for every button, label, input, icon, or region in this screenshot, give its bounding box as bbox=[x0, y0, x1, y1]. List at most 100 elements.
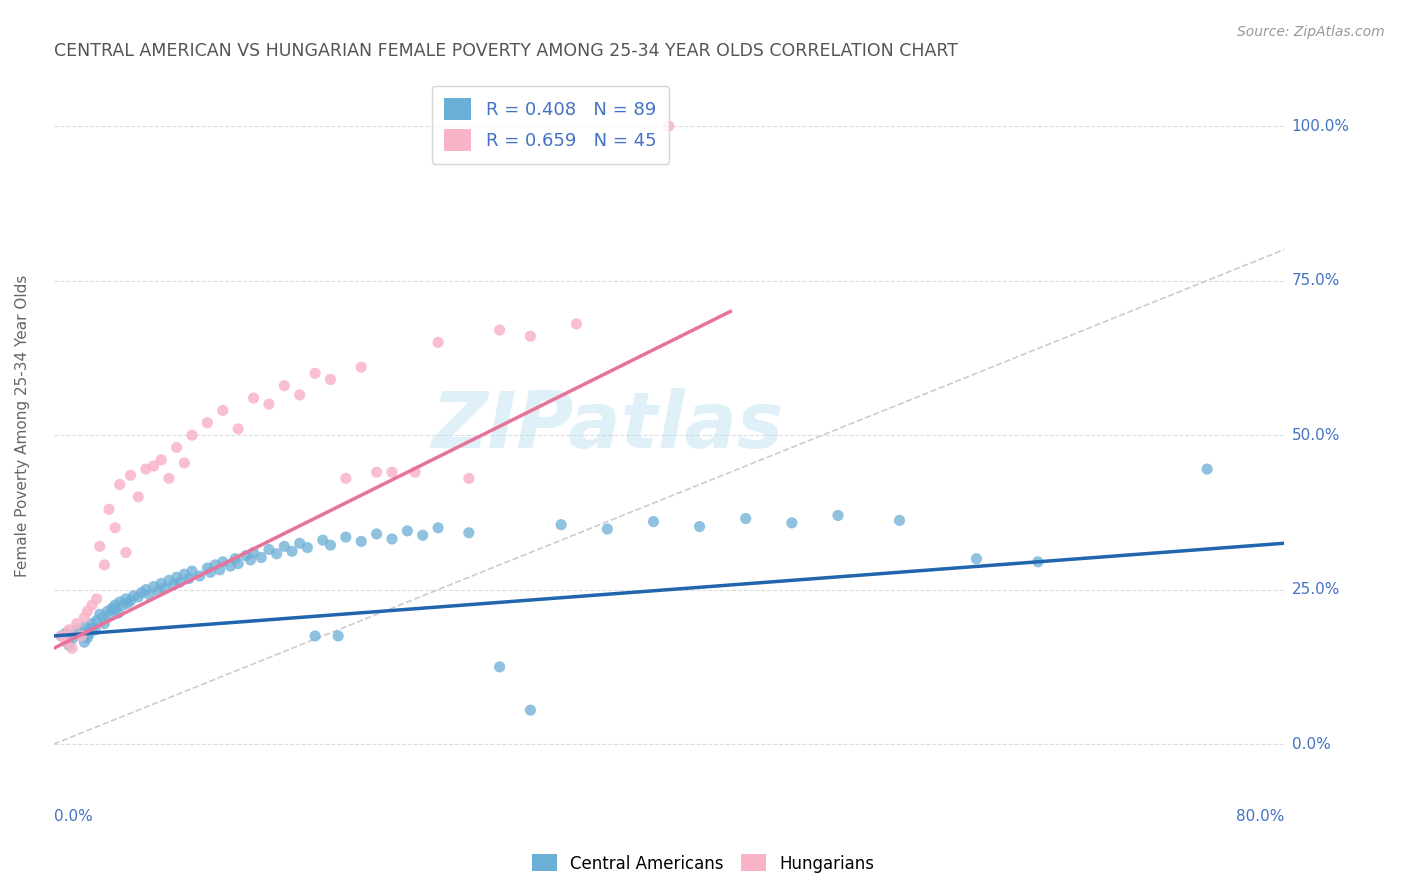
Point bbox=[412, 528, 434, 542]
Text: 75.0%: 75.0% bbox=[1292, 273, 1340, 288]
Point bbox=[457, 525, 479, 540]
Point bbox=[77, 627, 100, 641]
Point bbox=[643, 515, 665, 529]
Point bbox=[51, 629, 73, 643]
Point bbox=[135, 462, 157, 476]
Point bbox=[288, 536, 311, 550]
Text: Source: ZipAtlas.com: Source: ZipAtlas.com bbox=[1237, 25, 1385, 39]
Point bbox=[104, 521, 127, 535]
Point bbox=[335, 471, 357, 485]
Point bbox=[104, 598, 127, 612]
Point bbox=[427, 335, 450, 350]
Point bbox=[66, 623, 89, 637]
Point bbox=[780, 516, 803, 530]
Point bbox=[55, 635, 77, 649]
Point bbox=[86, 614, 108, 628]
Point bbox=[1197, 462, 1219, 476]
Point bbox=[200, 566, 222, 580]
Point bbox=[166, 570, 188, 584]
Point bbox=[211, 403, 233, 417]
Point bbox=[127, 590, 149, 604]
Point bbox=[173, 456, 195, 470]
Point bbox=[93, 616, 115, 631]
Point bbox=[197, 561, 219, 575]
Point bbox=[76, 631, 98, 645]
Point bbox=[166, 441, 188, 455]
Point bbox=[366, 527, 388, 541]
Text: 0.0%: 0.0% bbox=[1292, 737, 1330, 752]
Text: 50.0%: 50.0% bbox=[1292, 427, 1340, 442]
Text: CENTRAL AMERICAN VS HUNGARIAN FEMALE POVERTY AMONG 25-34 YEAR OLDS CORRELATION C: CENTRAL AMERICAN VS HUNGARIAN FEMALE POV… bbox=[53, 42, 957, 60]
Point bbox=[60, 641, 83, 656]
Point bbox=[219, 559, 242, 574]
Text: ZIPatlas: ZIPatlas bbox=[432, 388, 783, 464]
Point bbox=[73, 635, 96, 649]
Point bbox=[142, 580, 165, 594]
Point bbox=[273, 540, 295, 554]
Point bbox=[80, 621, 103, 635]
Point bbox=[519, 329, 541, 343]
Text: 100.0%: 100.0% bbox=[1292, 119, 1350, 134]
Point bbox=[162, 577, 184, 591]
Point bbox=[304, 366, 326, 380]
Point bbox=[129, 585, 152, 599]
Text: 0.0%: 0.0% bbox=[53, 809, 93, 824]
Point bbox=[350, 534, 373, 549]
Point bbox=[565, 317, 588, 331]
Point bbox=[257, 397, 280, 411]
Point bbox=[596, 522, 619, 536]
Point bbox=[658, 119, 681, 133]
Point bbox=[350, 360, 373, 375]
Legend: R = 0.408   N = 89, R = 0.659   N = 45: R = 0.408 N = 89, R = 0.659 N = 45 bbox=[432, 86, 669, 164]
Point bbox=[58, 638, 80, 652]
Point bbox=[127, 490, 149, 504]
Point bbox=[366, 465, 388, 479]
Point bbox=[312, 533, 335, 548]
Point bbox=[319, 372, 342, 386]
Point bbox=[66, 616, 89, 631]
Point bbox=[51, 629, 73, 643]
Point bbox=[250, 550, 273, 565]
Point bbox=[142, 458, 165, 473]
Point bbox=[108, 477, 131, 491]
Point bbox=[689, 519, 711, 533]
Point bbox=[404, 465, 426, 479]
Point bbox=[381, 532, 404, 546]
Point bbox=[60, 632, 83, 646]
Point bbox=[157, 471, 180, 485]
Point bbox=[488, 660, 510, 674]
Point bbox=[224, 551, 246, 566]
Point bbox=[427, 521, 450, 535]
Point bbox=[235, 549, 257, 563]
Point bbox=[153, 582, 176, 596]
Point bbox=[150, 576, 173, 591]
Point bbox=[488, 323, 510, 337]
Point bbox=[58, 623, 80, 637]
Point bbox=[76, 604, 98, 618]
Point bbox=[326, 629, 349, 643]
Point bbox=[889, 513, 911, 527]
Point bbox=[84, 623, 107, 637]
Point bbox=[319, 538, 342, 552]
Point bbox=[734, 511, 756, 525]
Point bbox=[150, 452, 173, 467]
Text: 25.0%: 25.0% bbox=[1292, 582, 1340, 597]
Point bbox=[965, 551, 987, 566]
Point bbox=[335, 530, 357, 544]
Point bbox=[197, 416, 219, 430]
Point bbox=[70, 629, 93, 643]
Point bbox=[457, 471, 479, 485]
Point bbox=[211, 555, 233, 569]
Point bbox=[76, 624, 98, 638]
Legend: Central Americans, Hungarians: Central Americans, Hungarians bbox=[526, 847, 880, 880]
Point bbox=[188, 569, 211, 583]
Point bbox=[204, 558, 226, 572]
Point bbox=[550, 517, 572, 532]
Point bbox=[98, 502, 121, 516]
Point bbox=[80, 616, 103, 631]
Point bbox=[181, 428, 204, 442]
Point bbox=[173, 567, 195, 582]
Point bbox=[239, 553, 262, 567]
Point bbox=[108, 595, 131, 609]
Point bbox=[177, 572, 200, 586]
